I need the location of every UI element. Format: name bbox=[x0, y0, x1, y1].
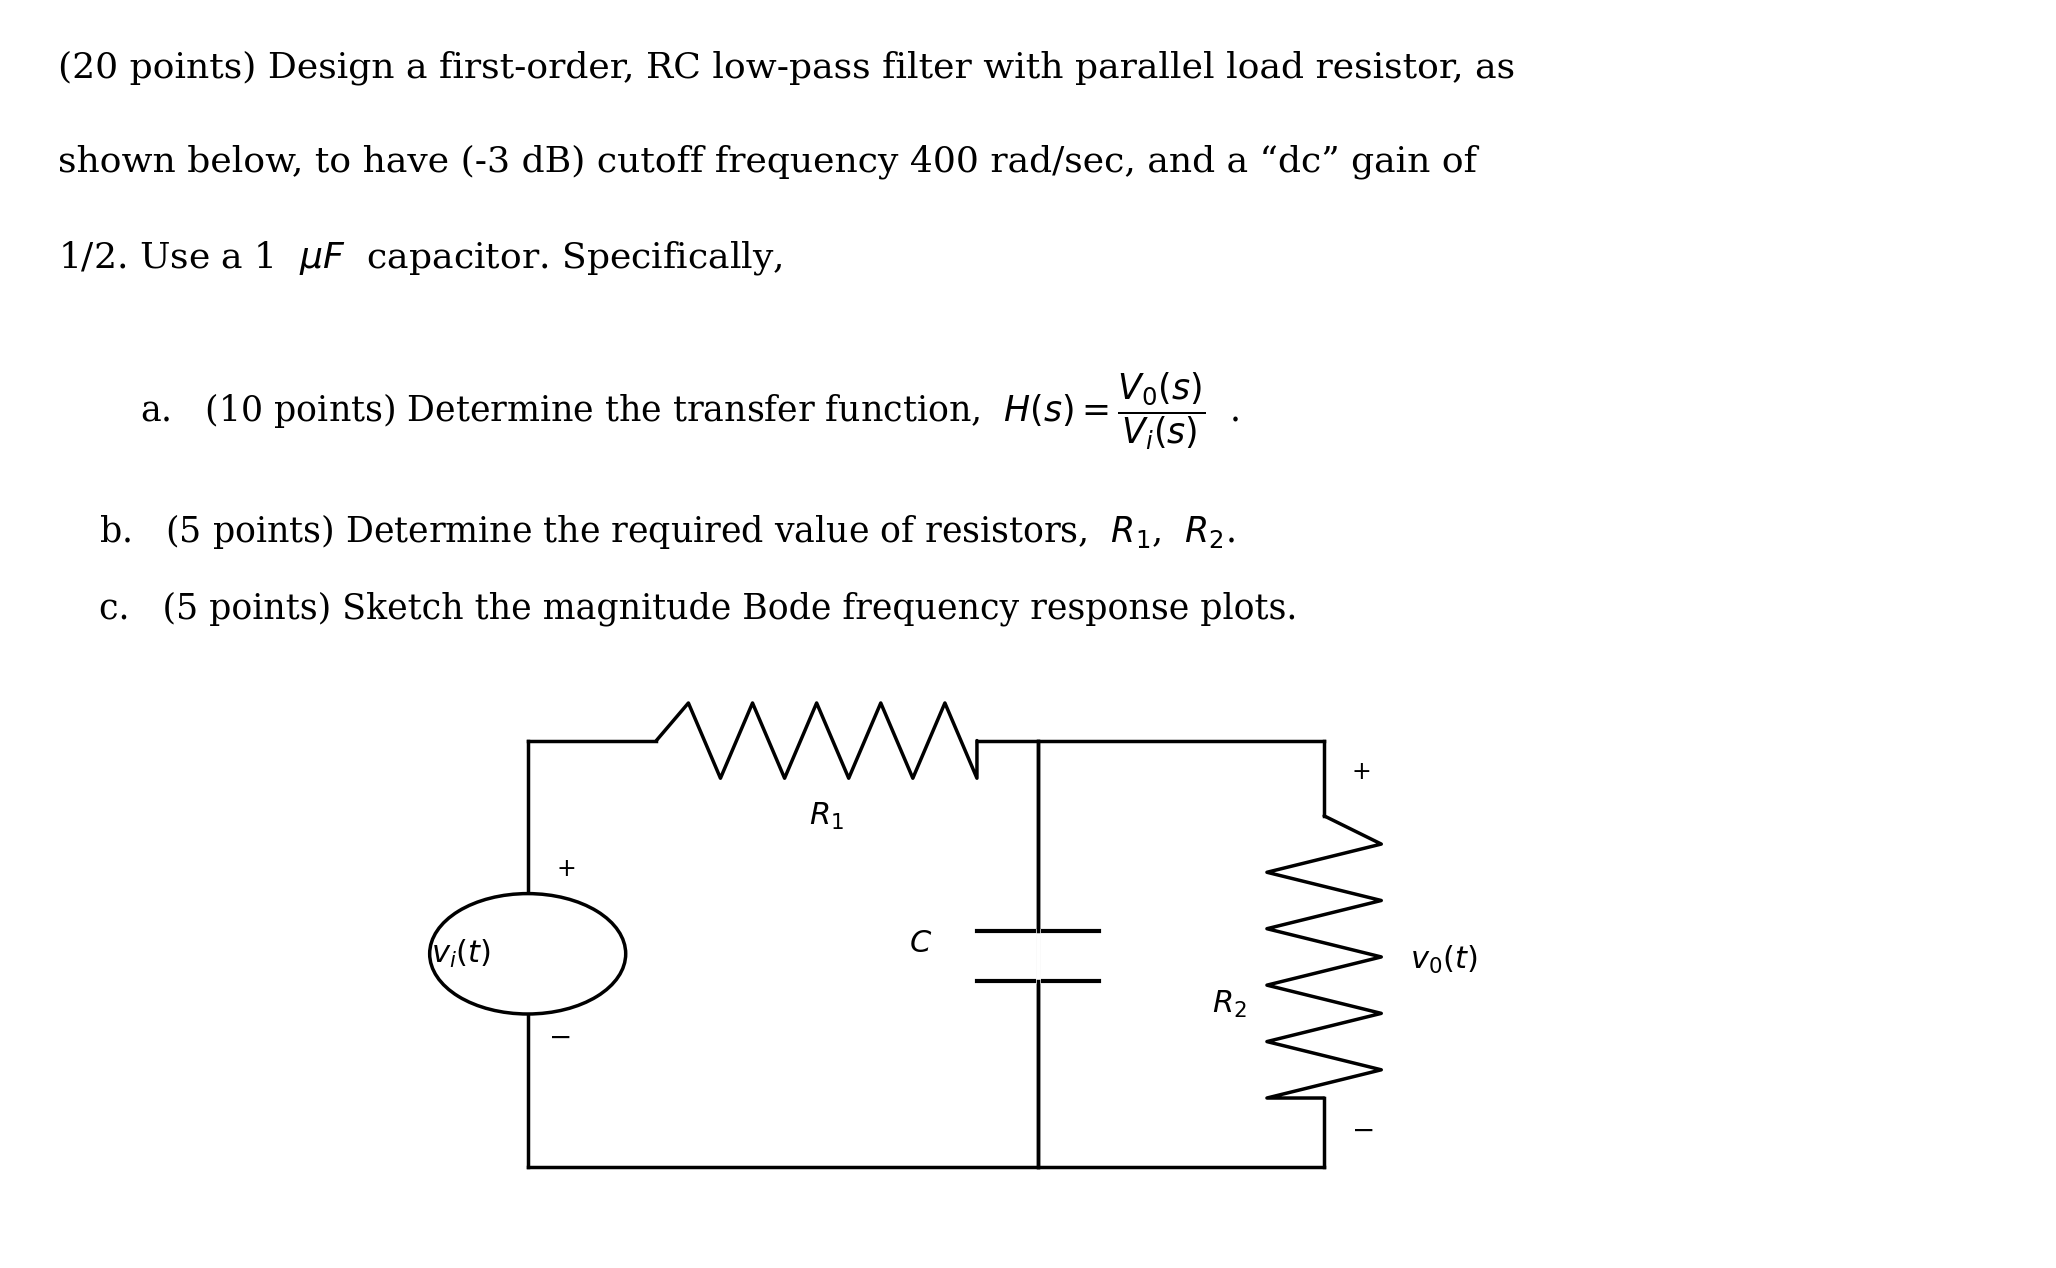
Text: $+$: $+$ bbox=[557, 858, 576, 881]
Text: a.   (10 points) Determine the transfer function,  $H(s) = \dfrac{V_0(s)}{V_i(s): a. (10 points) Determine the transfer fu… bbox=[140, 370, 1240, 453]
Text: $-$: $-$ bbox=[1351, 1117, 1373, 1144]
Text: $R_2$: $R_2$ bbox=[1211, 989, 1246, 1019]
Text: $R_1$: $R_1$ bbox=[810, 801, 845, 832]
Text: $v_0(t)$: $v_0(t)$ bbox=[1410, 943, 1478, 976]
Text: $-$: $-$ bbox=[549, 1025, 570, 1051]
Text: c.   (5 points) Sketch the magnitude Bode frequency response plots.: c. (5 points) Sketch the magnitude Bode … bbox=[99, 592, 1297, 626]
Text: $C$: $C$ bbox=[909, 928, 931, 960]
Text: b.   (5 points) Determine the required value of resistors,  $R_1$,  $R_2$.: b. (5 points) Determine the required val… bbox=[99, 512, 1236, 550]
Text: shown below, to have (-3 dB) cutoff frequency 400 rad/sec, and a “dc” gain of: shown below, to have (-3 dB) cutoff freq… bbox=[58, 145, 1476, 180]
Text: $v_i(t)$: $v_i(t)$ bbox=[432, 938, 491, 970]
Text: 1/2. Use a 1  $\mu F$  capacitor. Specifically,: 1/2. Use a 1 $\mu F$ capacitor. Specific… bbox=[58, 238, 783, 276]
Text: (20 points) Design a first-order, RC low-pass filter with parallel load resistor: (20 points) Design a first-order, RC low… bbox=[58, 51, 1515, 85]
Text: $+$: $+$ bbox=[1351, 762, 1369, 785]
